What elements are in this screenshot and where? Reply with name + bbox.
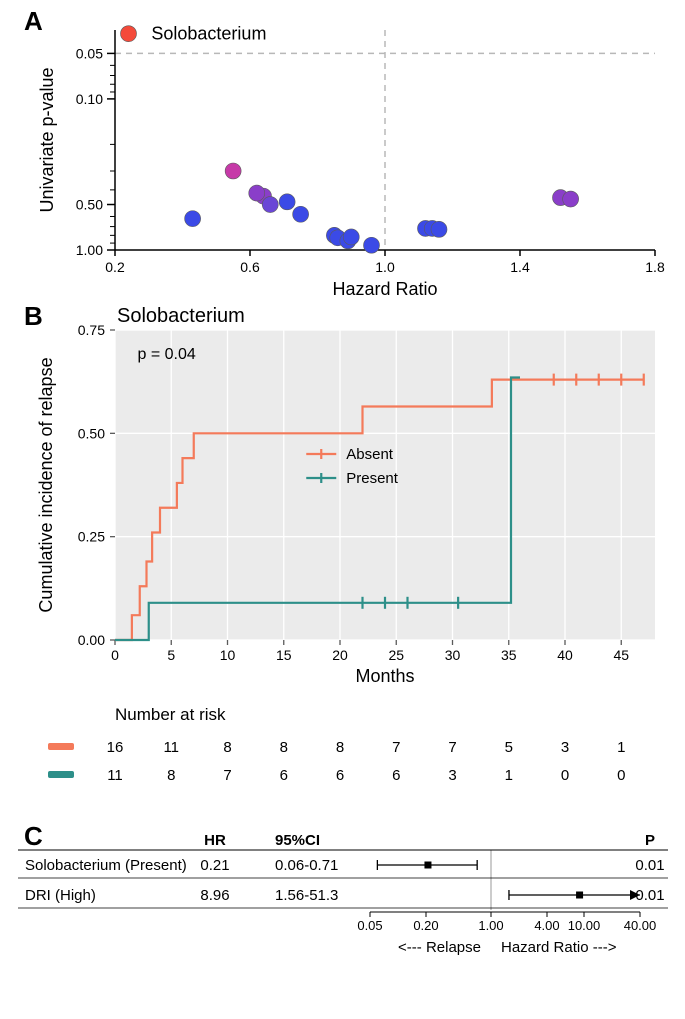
risk-table-value: 8 [223,739,231,756]
forest-header-hr: HR [204,832,226,849]
panel-b-ytick: 0.75 [78,322,105,338]
forest-subtitle-right: Hazard Ratio ---> [501,939,617,956]
risk-table-value: 0 [617,767,625,784]
forest-header-p: P [645,832,655,849]
panel-b-xlabel: Months [355,666,414,686]
risk-table-value: 6 [392,767,400,784]
panel-a-point [262,197,278,213]
forest-header-ci: 95%CI [275,832,320,849]
forest-row-label: Solobacterium (Present) [25,857,187,874]
panel-a-annotation: Solobacterium [151,24,266,44]
risk-table-value: 3 [448,767,456,784]
forest-xtick: 10.00 [568,918,601,933]
panel-a-xtick: 1.0 [375,259,395,275]
panel-a-xtick: 0.6 [240,259,260,275]
risk-table-value: 0 [561,767,569,784]
panel-a-point [563,191,579,207]
panel-a-xtick: 1.4 [510,259,530,275]
risk-table-value: 8 [336,739,344,756]
risk-table-title: Number at risk [115,705,226,724]
panel-b-legend-label: Present [346,470,399,487]
panel-b-ytick: 0.50 [78,425,105,441]
risk-table-value: 1 [505,767,513,784]
risk-table-value: 7 [448,739,456,756]
forest-row-hr: 0.21 [200,857,229,874]
risk-table-value: 8 [280,739,288,756]
panel-a-ytick: 0.05 [76,45,103,61]
panel-b-ytick: 0.00 [78,632,105,648]
panel-a-point [293,206,309,222]
risk-table-value: 7 [392,739,400,756]
panel-a-ytick: 0.10 [76,91,103,107]
forest-xtick: 40.00 [624,918,657,933]
forest-row-hr: 8.96 [200,887,229,904]
forest-xtick: 0.05 [357,918,382,933]
risk-table-value: 6 [280,767,288,784]
panel-a-label: A [24,6,43,36]
forest-xtick: 4.00 [534,918,559,933]
panel-a-point [121,26,137,42]
panel-a-point [343,229,359,245]
panel-b-ylabel: Cumulative incidence of relapse [36,357,56,612]
risk-table-value: 5 [505,739,513,756]
panel-b-title: Solobacterium [117,305,245,327]
risk-table-value: 3 [561,739,569,756]
panel-a-point [225,163,241,179]
panel-a-point [185,211,201,227]
panel-b-ytick: 0.25 [78,529,105,545]
forest-point [576,892,583,899]
forest-xtick: 1.00 [478,918,503,933]
panel-b-xtick: 45 [613,647,629,663]
risk-table-value: 7 [223,767,231,784]
risk-table-value: 11 [107,767,123,784]
panel-a-xtick: 0.2 [105,259,125,275]
panel-a-point [431,221,447,237]
forest-xtick: 0.20 [413,918,438,933]
forest-point [424,862,431,869]
panel-a-ylabel: Univariate p-value [37,67,57,212]
panel-b-xtick: 0 [111,647,119,663]
panel-a-ytick: 0.50 [76,197,103,213]
panel-b-xtick: 10 [220,647,236,663]
risk-table-swatch [48,743,74,750]
panel-b-label: B [24,301,43,331]
panel-b-xtick: 40 [557,647,573,663]
panel-b-xtick: 20 [332,647,348,663]
risk-table-value: 1 [617,739,625,756]
panel-a-point [249,185,265,201]
forest-row-ci: 1.56-51.3 [275,887,338,904]
panel-b-xtick: 15 [276,647,292,663]
panel-a-point [364,237,380,253]
panel-b-xtick: 5 [167,647,175,663]
forest-subtitle-left: <--- Relapse [398,939,481,956]
risk-table-value: 6 [336,767,344,784]
forest-row-ci: 0.06-0.71 [275,857,338,874]
panel-b-pvalue: p = 0.04 [138,346,196,363]
panel-b-legend-label: Absent [346,446,394,463]
risk-table-swatch [48,771,74,778]
panel-a-point [279,194,295,210]
panel-a-xtick: 1.8 [645,259,665,275]
panel-c-label: C [24,821,43,851]
risk-table-value: 8 [167,767,175,784]
forest-row-p: 0.01 [635,857,664,874]
panel-a-ytick: 1.00 [76,242,103,258]
forest-row-label: DRI (High) [25,887,96,904]
risk-table-value: 11 [163,739,179,756]
risk-table-value: 16 [107,739,124,756]
panel-a-xlabel: Hazard Ratio [332,279,437,299]
panel-b-xtick: 30 [445,647,461,663]
panel-b-xtick: 25 [388,647,404,663]
panel-b-xtick: 35 [501,647,517,663]
